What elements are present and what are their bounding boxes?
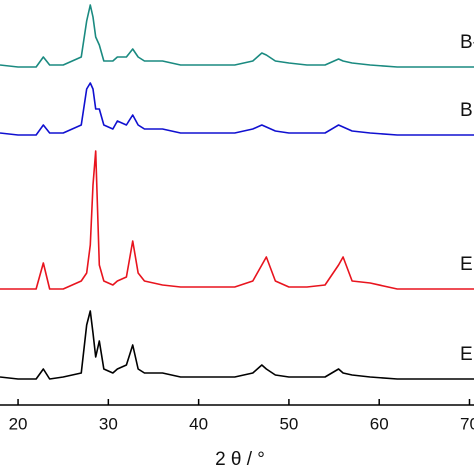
x-tick-label: 60 <box>370 414 389 433</box>
x-tick-label: 20 <box>9 414 28 433</box>
xrd-line <box>0 82 474 136</box>
x-tick-label: 70 <box>460 414 474 433</box>
series-label: E <box>460 344 473 365</box>
xrd-line <box>0 4 474 68</box>
x-tick-label: 50 <box>279 414 298 433</box>
xrd-line <box>0 310 474 380</box>
x-tick-label: 40 <box>189 414 208 433</box>
series-label: E <box>460 254 473 275</box>
x-axis-label: 2 θ / ° <box>215 449 265 470</box>
x-tick-label: 30 <box>99 414 118 433</box>
series-label: B- <box>460 32 474 53</box>
series-label: B <box>460 100 473 121</box>
xrd-line <box>0 150 474 290</box>
